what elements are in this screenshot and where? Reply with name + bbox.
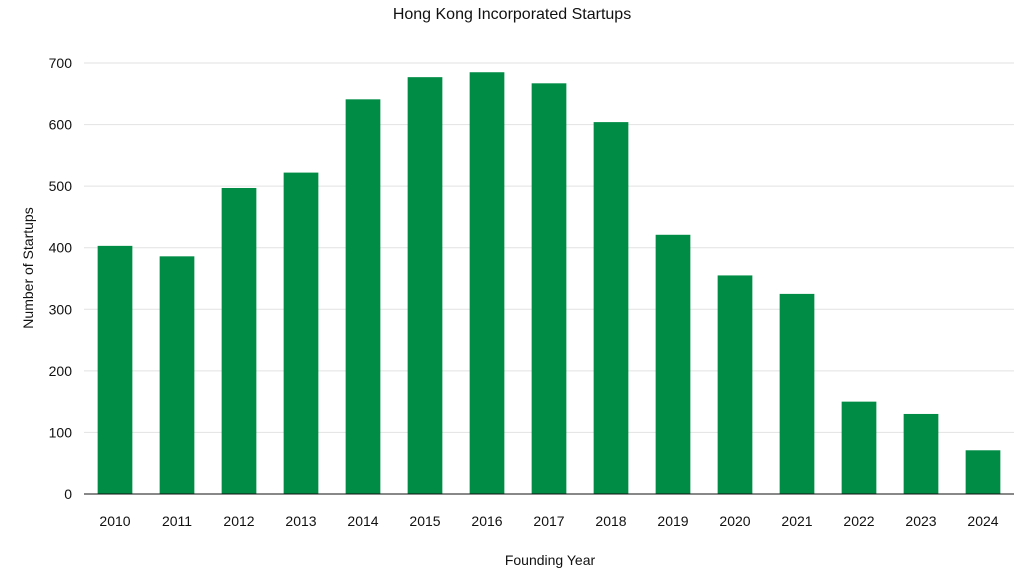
bar-2017 [531,83,567,494]
x-tick-label: 2012 [223,513,254,529]
x-tick-label: 2021 [781,513,812,529]
x-tick-label: 2015 [409,513,440,529]
y-tick-label: 300 [49,301,73,317]
y-axis-label: Number of Startups [20,207,36,328]
x-tick-label: 2024 [967,513,998,529]
bar-2014 [345,99,381,494]
x-axis-label: Founding Year [505,552,596,568]
x-tick-label: 2023 [905,513,936,529]
y-tick-label: 100 [49,424,73,440]
y-tick-label: 500 [49,178,73,194]
bar-2021 [779,293,815,494]
x-axis-ticks: 2010 2011 2012 2013 2014 2015 2016 2017 2018 2019… [99,513,998,529]
bar-2024 [965,450,1001,494]
y-tick-label: 600 [49,117,73,133]
bar-2023 [903,413,939,494]
x-tick-label: 2011 [162,513,192,529]
bar-2019 [655,234,691,494]
bar-2013 [283,172,319,494]
bar-2018 [593,122,629,494]
x-tick-label: 2019 [657,513,688,529]
x-tick-label: 2017 [533,513,564,529]
bar-2015 [407,77,443,494]
x-tick-label: 2018 [595,513,626,529]
y-tick-label: 700 [49,55,73,71]
chart-title: Hong Kong Incorporated Startups [393,6,631,23]
bar-2010 [97,245,133,494]
x-tick-label: 2010 [99,513,130,529]
y-tick-label: 400 [49,240,73,256]
x-tick-label: 2013 [285,513,316,529]
x-tick-label: 2014 [347,513,378,529]
x-tick-label: 2022 [843,513,874,529]
y-tick-label: 0 [64,486,72,502]
bar-2011 [159,256,195,494]
bars [97,72,1001,495]
bar-2016 [469,72,505,494]
y-tick-label: 200 [49,363,73,379]
x-tick-label: 2020 [719,513,750,529]
bar-2012 [221,187,257,495]
y-axis-ticks: 0 100 200 300 400 500 600 700 [49,55,73,502]
bar-2020 [717,275,753,494]
x-tick-label: 2016 [471,513,502,529]
bar-2022 [841,401,877,494]
